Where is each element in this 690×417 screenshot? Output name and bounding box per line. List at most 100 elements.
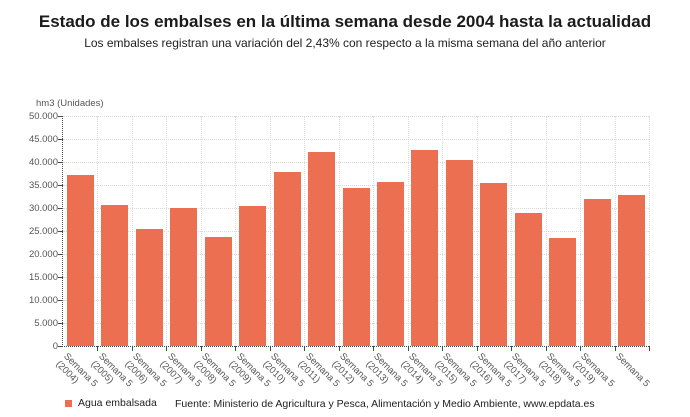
x-axis-tick [580, 346, 581, 351]
x-axis-label-semana-5-2007: Semana 5 (2007) [157, 351, 203, 398]
bar-semana-5-2008[interactable] [205, 237, 232, 346]
bar-semana-5-2019[interactable] [584, 199, 611, 346]
x-axis-label-semana-5-2008: Semana 5 (2008) [191, 351, 237, 398]
x-gridline [97, 116, 98, 346]
x-axis-tick [546, 346, 547, 351]
y-axis-tick [58, 162, 63, 163]
y-axis-tick [58, 254, 63, 255]
y-gridline-40.000 [63, 162, 649, 163]
x-gridline [511, 116, 512, 346]
x-axis-label-semana-5-2014: Semana 5 (2014) [398, 351, 444, 398]
x-gridline [373, 116, 374, 346]
bar-semana-5-2009[interactable] [239, 206, 266, 346]
source-attribution: Fuente: Ministerio de Agricultura y Pesc… [175, 398, 595, 410]
x-gridline [580, 116, 581, 346]
y-axis-label-45.000: 45.000 [28, 134, 58, 145]
x-axis-label-semana-5-2012: Semana 5 (2012) [329, 351, 375, 398]
y-axis-label-30.000: 30.000 [28, 203, 58, 214]
y-axis-label-35.000: 35.000 [28, 180, 58, 191]
x-axis-tick [201, 346, 202, 351]
bar-semana-5-2005[interactable] [101, 205, 128, 346]
x-gridline [442, 116, 443, 346]
x-gridline [270, 116, 271, 346]
y-axis-label-5.000: 5.000 [34, 318, 58, 329]
bar-semana-5-2010[interactable] [274, 172, 301, 346]
bar-semana-5-2013[interactable] [377, 182, 404, 346]
bar-semana-5-2012[interactable] [343, 188, 370, 346]
bar-semana-5-2007[interactable] [170, 208, 197, 346]
x-axis-label-semana-5-2005: Semana 5 (2005) [88, 351, 134, 398]
legend-label: Agua embalsada [78, 397, 157, 409]
y-axis-label-15.000: 15.000 [28, 272, 58, 283]
bar-semana-5-2016[interactable] [480, 183, 507, 346]
y-axis-tick [58, 208, 63, 209]
x-gridline [408, 116, 409, 346]
x-axis-tick [235, 346, 236, 351]
x-gridline [304, 116, 305, 346]
x-gridline [166, 116, 167, 346]
x-axis-label-semana-5-2009: Semana 5 (2009) [226, 351, 272, 398]
y-axis-title: hm3 (Unidades) [36, 98, 104, 109]
x-axis-label-semana-5-2018: Semana 5 (2018) [536, 351, 582, 398]
y-axis-tick [58, 346, 63, 347]
x-axis-tick [304, 346, 305, 351]
x-axis-label-semana-5-2017: Semana 5 (2017) [501, 351, 547, 398]
x-axis-label-semana-5-2006: Semana 5 (2006) [122, 351, 168, 398]
bar-semana-5-2015[interactable] [446, 160, 473, 346]
x-axis-label-semana-5-2004: Semana 5 (2004) [53, 351, 99, 398]
y-axis-label-40.000: 40.000 [28, 157, 58, 168]
y-axis-tick [58, 323, 63, 324]
y-axis-label-10.000: 10.000 [28, 295, 58, 306]
x-axis-label-semana-5-2013: Semana 5 (2013) [363, 351, 409, 398]
x-axis-tick [339, 346, 340, 351]
x-axis-tick [477, 346, 478, 351]
bar-semana-5-2011[interactable] [308, 152, 335, 346]
bar-semana-5-2018[interactable] [549, 238, 576, 346]
y-gridline-35.000 [63, 185, 649, 186]
x-gridline [649, 116, 650, 346]
y-axis-tick [58, 277, 63, 278]
x-gridline [477, 116, 478, 346]
bar-semana-5[interactable] [618, 195, 645, 346]
y-axis-label-20.000: 20.000 [28, 249, 58, 260]
x-axis-tick [270, 346, 271, 351]
x-axis-tick [649, 346, 650, 351]
bar-semana-5-2006[interactable] [136, 229, 163, 346]
x-axis-tick [511, 346, 512, 351]
y-axis-tick [58, 231, 63, 232]
x-axis-label-semana-5-2010: Semana 5 (2010) [260, 351, 306, 398]
y-axis-tick [58, 300, 63, 301]
x-axis-tick [615, 346, 616, 351]
x-axis-label-semana-5-2011: Semana 5 (2011) [295, 351, 341, 398]
legend-color-swatch [65, 399, 72, 407]
bar-semana-5-2004[interactable] [67, 175, 94, 346]
x-axis-tick [442, 346, 443, 351]
bar-chart-plot-area: Semana 5 (2004) Semana 5 (2005) Semana 5 (200… [53, 116, 652, 389]
bar-semana-5-2014[interactable] [411, 150, 438, 346]
y-gridline-50.000 [63, 116, 649, 117]
x-axis-tick [132, 346, 133, 351]
x-axis-tick [408, 346, 409, 351]
legend-item-agua-embalsada[interactable]: Agua embalsada [65, 397, 157, 409]
y-axis-label-50.000: 50.000 [28, 111, 58, 122]
x-axis-label-semana-5-2015: Semana 5 (2015) [432, 351, 478, 398]
y-axis-tick [58, 185, 63, 186]
x-axis-tick [373, 346, 374, 351]
x-gridline [235, 116, 236, 346]
y-axis-label-25.000: 25.000 [28, 226, 58, 237]
x-gridline [615, 116, 616, 346]
page-title: Estado de los embalses en la última sema… [38, 12, 652, 31]
x-gridline [339, 116, 340, 346]
x-gridline [546, 116, 547, 346]
bar-semana-5-2017[interactable] [515, 213, 542, 346]
x-axis-label-line: Semana 5 [613, 351, 652, 390]
chart-subtitle: Los embalses registran una variación del… [84, 36, 606, 51]
x-axis-label-semana-5-2016: Semana 5 (2016) [467, 351, 513, 398]
y-axis-tick [58, 139, 63, 140]
y-axis-label-0: 0 [52, 341, 58, 352]
x-axis-tick [97, 346, 98, 351]
x-gridline [132, 116, 133, 346]
y-gridline-45.000 [63, 139, 649, 140]
x-axis-label-semana-5-2019: Semana 5 (2019) [570, 351, 616, 398]
x-axis-label-semana-5: Semana 5 [613, 351, 652, 390]
